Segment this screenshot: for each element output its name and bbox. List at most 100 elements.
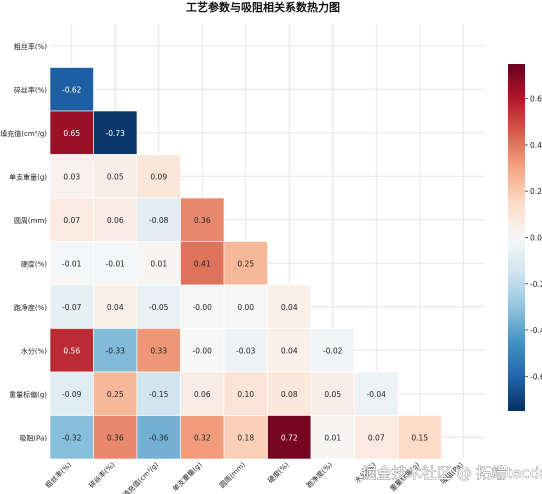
- colorbar-tick-label: -0.2: [530, 280, 542, 289]
- heatmap-cell: [93, 241, 138, 286]
- heatmap-cell: [49, 371, 94, 416]
- cell-value-label: 0.15: [411, 433, 428, 442]
- cell-value-label: -0.08: [149, 216, 169, 225]
- heatmap-cell: [223, 371, 268, 416]
- heatmap-cell: [223, 241, 268, 286]
- y-tick-label: 水分(%): [21, 346, 47, 355]
- cell-value-label: 0.03: [63, 172, 80, 181]
- cell-value-label: 0.08: [281, 390, 298, 399]
- cell-value-label: 0.10: [237, 390, 254, 399]
- y-tick-label: 单支重量(g): [9, 172, 47, 181]
- colorbar-tick-label: 0.4: [530, 141, 542, 150]
- x-tick-label: 跑净度(%): [304, 460, 334, 490]
- cell-value-label: 0.56: [63, 346, 80, 355]
- heatmap-cell: [180, 197, 225, 242]
- cell-value-label: -0.00: [193, 303, 213, 312]
- y-axis-labels: 粗丝率(%) 碎丝率(%) 填充值(cm³/g) 单支重量(g) 圆周(mm) 硬度(%)…: [0, 42, 47, 443]
- y-tick-label: 吸阻(Pa): [19, 433, 47, 442]
- x-tick-label: 单支重量(g): [170, 460, 203, 493]
- cell-value-label: -0.73: [106, 129, 126, 138]
- heatmap-cell: [93, 284, 138, 329]
- cell-value-label: 0.01: [324, 433, 341, 442]
- cell-value-label: 0.04: [281, 346, 298, 355]
- heatmap-cell: [267, 284, 312, 329]
- cell-value-label: -0.00: [193, 346, 213, 355]
- cell-value-label: -0.07: [62, 303, 82, 312]
- heatmap-cell: [354, 371, 399, 416]
- cell-value-label: -0.01: [106, 259, 126, 268]
- heatmap-cell: [354, 415, 399, 460]
- heatmap-cell: [49, 241, 94, 286]
- cell-value-label: 0.41: [194, 259, 211, 268]
- cell-value-label: 0.18: [237, 433, 254, 442]
- x-tick-label: 圆周(mm): [218, 461, 247, 490]
- colorbar-tick-label: 0.6: [530, 95, 542, 104]
- cell-value-label: 0.04: [107, 303, 124, 312]
- cell-value-label: -0.62: [62, 85, 82, 94]
- heatmap-cell: [93, 371, 138, 416]
- cell-value-label: 0.65: [63, 129, 80, 138]
- colorbar-gradient: [508, 64, 525, 411]
- cell-value-label: -0.02: [323, 346, 343, 355]
- cell-value-label: 0.36: [194, 216, 211, 225]
- cell-value-label: 0.09: [150, 172, 167, 181]
- chart-title: 工艺参数与吸阻相关系数热力图: [186, 0, 340, 14]
- cell-value-label: 0.72: [281, 433, 298, 442]
- heatmap-cell: [93, 110, 138, 155]
- colorbar-tick-label: 0.0: [530, 234, 542, 243]
- x-tick-label: 粗丝率(%): [43, 460, 73, 490]
- heatmap-cell: [267, 415, 312, 460]
- cell-value-label: 0.06: [194, 390, 211, 399]
- heatmap-cell: [267, 371, 312, 416]
- watermark: 掘金技术社区 @ 拓端tecdat: [362, 464, 542, 482]
- cell-value-label: -0.03: [236, 346, 256, 355]
- cell-value-label: -0.36: [149, 433, 169, 442]
- heatmap-cell: [49, 415, 94, 460]
- cell-value-label: 0.07: [368, 433, 385, 442]
- colorbar-tick-label: -0.4: [530, 326, 542, 335]
- cell-value-label: 0.01: [150, 259, 167, 268]
- cell-value-label: 0.06: [107, 216, 124, 225]
- cell-value-label: 0.04: [281, 303, 298, 312]
- cell-value-label: 0.36: [107, 433, 124, 442]
- heatmap-cell: [136, 415, 181, 460]
- cell-value-label: -0.01: [62, 259, 82, 268]
- cell-value-label: 0.05: [107, 172, 124, 181]
- heatmap-cell: [267, 328, 312, 373]
- cell-value-label: -0.32: [62, 433, 82, 442]
- y-tick-label: 圆周(mm): [14, 217, 47, 225]
- cell-value-label: -0.09: [62, 390, 82, 399]
- heatmap-cell: [180, 415, 225, 460]
- y-tick-label: 填充值(cm³/g): [0, 129, 47, 138]
- colorbar: -0.6 -0.4 -0.2 0.0 0.2 0.4 0.6: [508, 64, 542, 411]
- cell-value-label: -0.15: [149, 390, 169, 399]
- heatmap-cell: [136, 371, 181, 416]
- heatmap-cell: [310, 415, 355, 460]
- heatmap-cell: [49, 67, 94, 112]
- y-tick-label: 硬度(%): [21, 259, 47, 268]
- heatmap-cell: [180, 284, 225, 329]
- y-tick-label: 粗丝率(%): [14, 42, 47, 51]
- y-tick-label: 碎丝率(%): [14, 85, 47, 94]
- cell-value-label: 0.25: [107, 390, 124, 399]
- heatmap-cell: [310, 328, 355, 373]
- heatmap-cell: [397, 415, 442, 460]
- cell-value-label: 0.05: [324, 390, 341, 399]
- heatmap-cell: [49, 110, 94, 155]
- x-tick-label: 填充值(cm³/g): [121, 460, 161, 494]
- cell-value-label: -0.05: [149, 303, 169, 312]
- heatmap-cell: [136, 197, 181, 242]
- heatmap-cells: -0.62 0.65 -0.73 0.03 0.05 0.09 0.07 0.06 -0.08 0…: [49, 24, 485, 460]
- y-tick-label: 重量标偏(g): [9, 390, 47, 399]
- cell-value-label: -0.04: [367, 390, 387, 399]
- y-tick-label: 跑净度(%): [14, 303, 47, 312]
- heatmap-cell: [136, 241, 181, 286]
- x-tick-label: 硬度(%): [266, 460, 291, 485]
- cell-value-label: 0.33: [150, 346, 167, 355]
- colorbar-tick-label: -0.6: [530, 372, 542, 381]
- heatmap-cell: [93, 415, 138, 460]
- cell-value-label: 0.07: [63, 216, 80, 225]
- heatmap-cell: [223, 284, 268, 329]
- cell-value-label: 0.00: [237, 303, 254, 312]
